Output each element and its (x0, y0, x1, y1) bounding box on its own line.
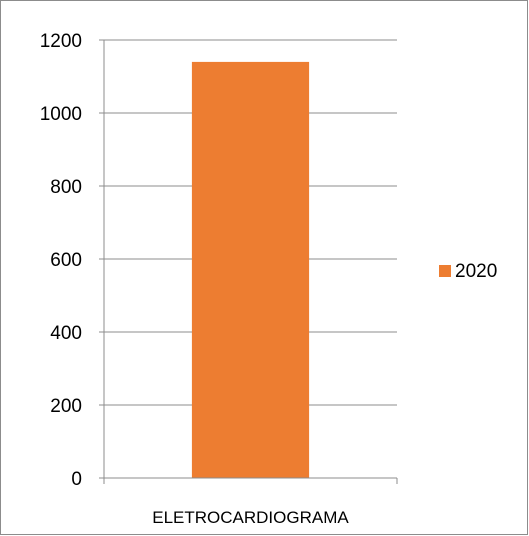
legend-label: 2020 (455, 261, 497, 282)
bars (191, 61, 310, 479)
y-tick-label: 0 (71, 469, 82, 490)
bar-eletrocardiograma-2020 (191, 61, 310, 479)
x-category-label: ELETROCARDIOGRAMA (152, 508, 349, 527)
y-tick-label: 1200 (40, 31, 82, 52)
y-tick-label: 800 (50, 177, 82, 198)
legend: 2020 (439, 261, 497, 282)
legend-swatch (439, 265, 451, 277)
y-tick-label: 600 (50, 250, 82, 271)
y-tick-label: 400 (50, 323, 82, 344)
axes: 0 200 400 600 800 1000 1200 ELETROCARDIOGRAMA (40, 31, 398, 527)
y-tick-label: 200 (50, 396, 82, 417)
y-tick-label: 1000 (40, 104, 82, 125)
